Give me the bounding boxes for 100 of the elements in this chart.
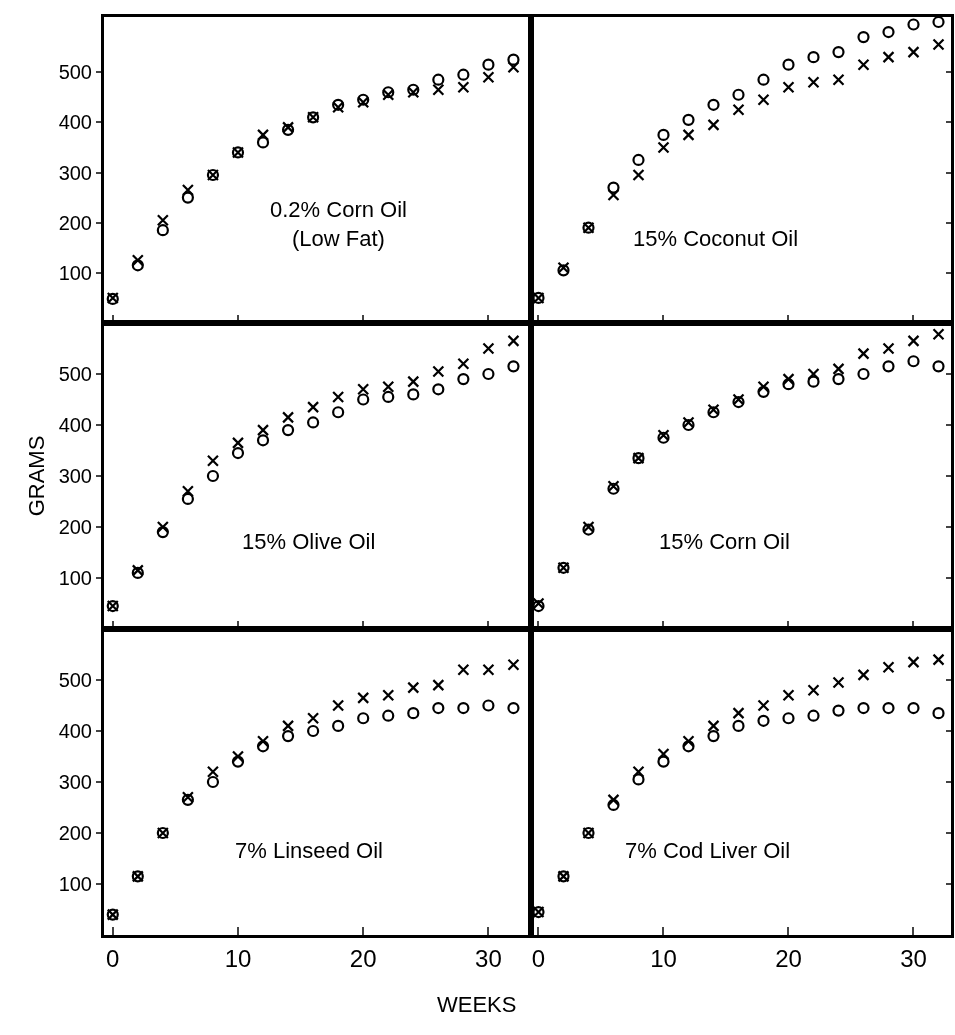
point <box>181 485 194 498</box>
point <box>807 51 820 64</box>
point <box>231 755 245 768</box>
point <box>882 342 895 355</box>
y-tick-label: 500 <box>58 61 92 84</box>
point <box>882 360 895 373</box>
point <box>432 679 445 692</box>
point <box>307 401 320 414</box>
point <box>256 740 270 753</box>
point <box>857 701 870 715</box>
x-tick-label: 20 <box>349 944 377 972</box>
point <box>382 380 395 393</box>
x-tick-label: 10 <box>224 944 252 972</box>
point <box>131 259 144 272</box>
point <box>882 25 895 39</box>
x-axis-title: WEEKS <box>437 992 517 1017</box>
point <box>156 520 169 534</box>
point <box>682 740 695 753</box>
point <box>932 653 945 666</box>
point <box>607 793 620 806</box>
point <box>807 709 820 722</box>
point <box>156 214 169 227</box>
point <box>332 719 345 732</box>
point <box>482 58 495 71</box>
point <box>332 699 345 712</box>
y-tick-label: 200 <box>58 211 92 234</box>
y-tick-label: 400 <box>58 111 92 134</box>
point <box>432 365 445 378</box>
point <box>807 375 820 388</box>
point <box>231 750 245 763</box>
annotation: 7% Cod Liver Oil <box>625 838 791 863</box>
point <box>507 701 520 715</box>
point <box>882 661 895 674</box>
point <box>181 183 194 197</box>
point <box>657 747 670 761</box>
point <box>882 51 895 64</box>
point <box>357 691 370 704</box>
point <box>757 699 770 712</box>
point <box>757 73 770 86</box>
point <box>432 73 445 86</box>
point <box>507 334 520 347</box>
point <box>181 191 194 204</box>
point <box>156 224 169 237</box>
point <box>707 118 720 131</box>
point <box>732 707 745 720</box>
point <box>407 681 420 694</box>
point <box>482 663 495 676</box>
point <box>932 360 945 373</box>
point <box>357 393 370 406</box>
point <box>732 88 745 101</box>
point <box>457 663 470 676</box>
y-tick-label: 400 <box>58 720 92 742</box>
point <box>281 719 295 732</box>
annotation: 7% Linseed Oil <box>235 838 383 863</box>
point <box>932 15 945 29</box>
point <box>256 136 270 149</box>
point <box>457 68 470 81</box>
point <box>332 390 345 404</box>
point <box>457 701 470 715</box>
point <box>307 712 320 725</box>
point <box>907 355 920 368</box>
point <box>657 141 670 154</box>
point <box>432 701 445 715</box>
y-tick-label: 300 <box>58 771 92 793</box>
point <box>482 71 495 84</box>
point <box>131 254 144 267</box>
point <box>307 416 320 429</box>
point <box>832 373 845 386</box>
point <box>206 765 220 778</box>
point <box>907 701 920 715</box>
y-tick-label: 200 <box>58 822 92 844</box>
point <box>632 153 645 167</box>
point <box>382 689 395 702</box>
point <box>632 168 645 182</box>
point <box>432 83 445 96</box>
point <box>907 656 920 669</box>
point <box>307 724 320 738</box>
point <box>457 373 470 386</box>
point <box>782 378 795 391</box>
point <box>782 712 795 725</box>
y-tick-label: 200 <box>58 516 92 538</box>
point <box>832 676 845 689</box>
y-axis-title: GRAMS <box>24 435 50 517</box>
point <box>907 334 920 347</box>
point <box>156 526 169 539</box>
point <box>482 342 495 355</box>
point <box>657 755 670 768</box>
annotation: 15% Olive Oil <box>242 529 376 554</box>
point <box>607 798 620 812</box>
x-tick-label: 30 <box>475 944 502 972</box>
point <box>857 668 870 681</box>
point <box>832 46 845 59</box>
y-tick-label: 300 <box>58 161 92 184</box>
x-tick-label: 30 <box>900 944 927 972</box>
point <box>657 128 670 141</box>
point <box>281 730 295 743</box>
point <box>782 689 795 702</box>
point <box>256 735 270 748</box>
point <box>357 712 370 725</box>
point <box>457 357 470 370</box>
